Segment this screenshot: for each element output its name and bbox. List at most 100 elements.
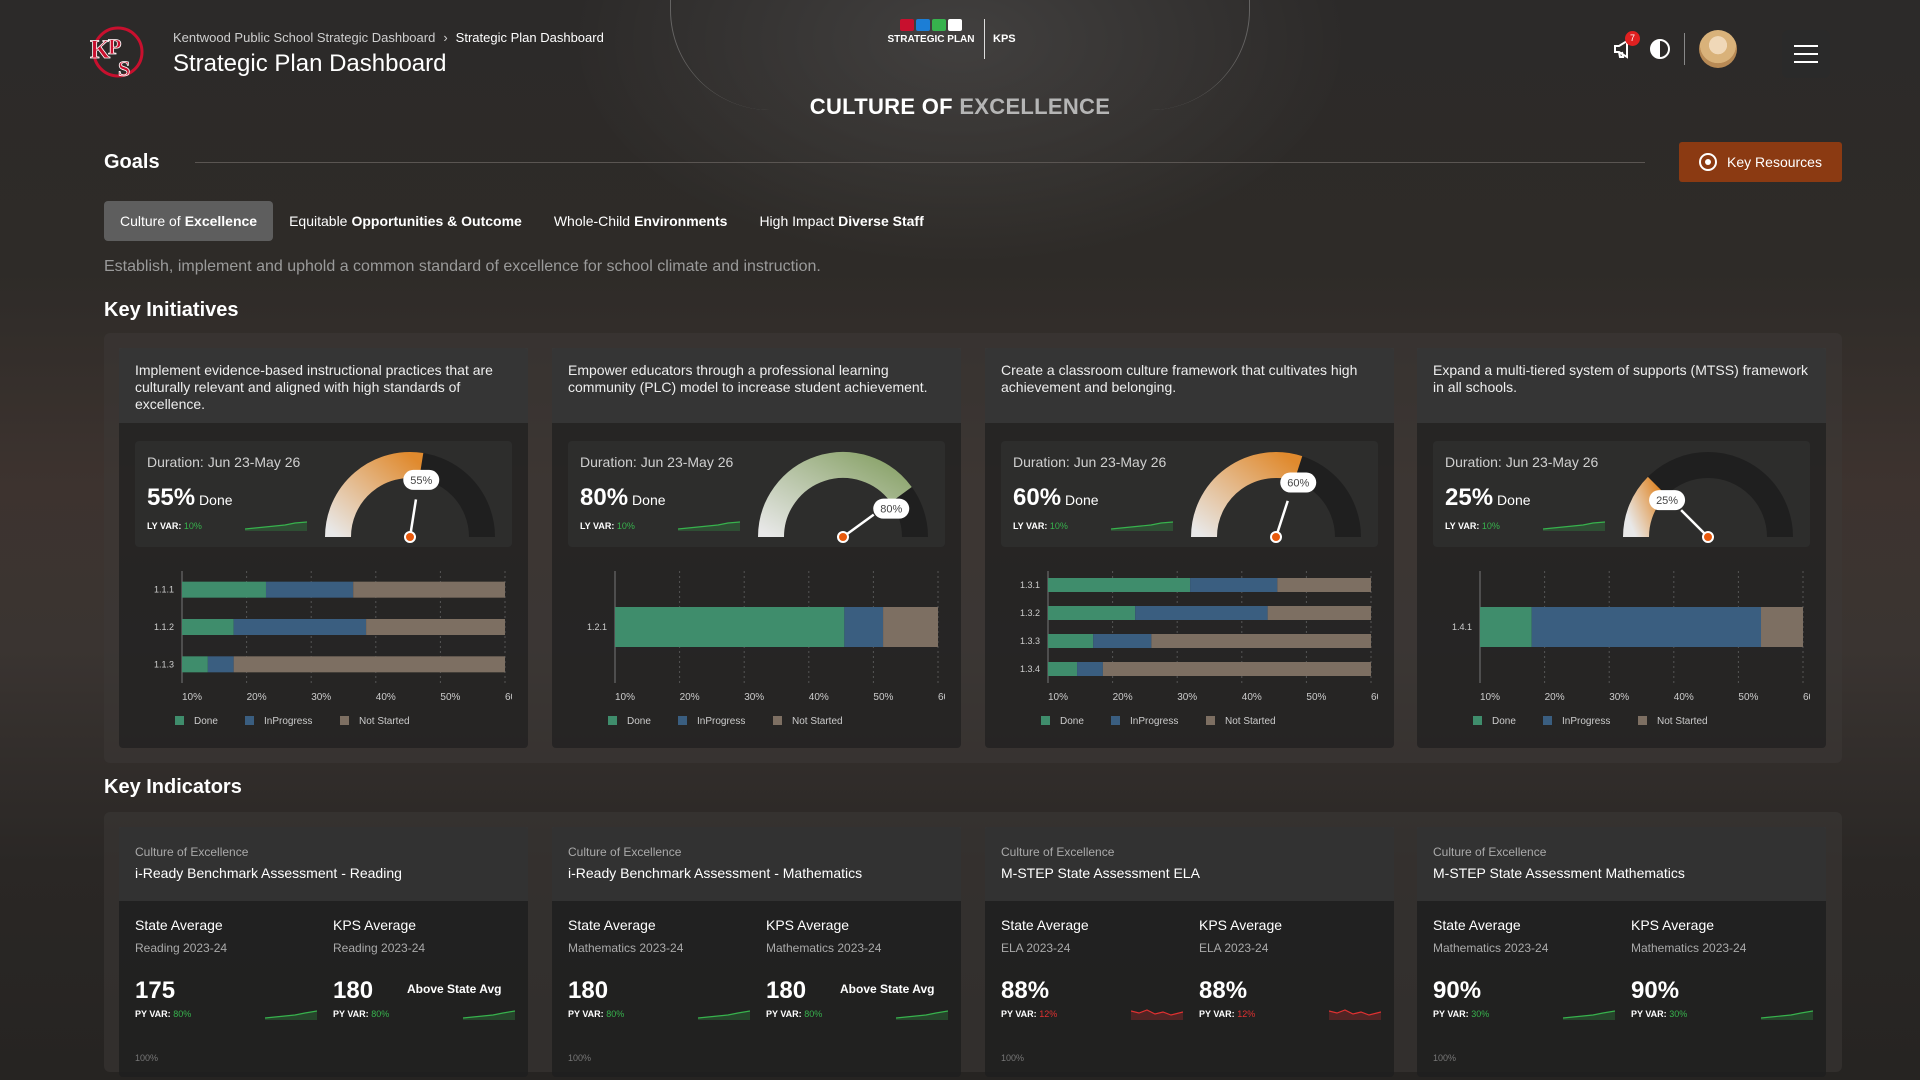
initiative-bar-chart: 10% 20% 30% 40% 50% 60% 1.3.1 1.3.2 1.3.3 1.3.4 Do… xyxy=(1020,571,1378,727)
py-label: PY VAR: xyxy=(1631,1009,1667,1019)
done-label: Done xyxy=(1065,492,1099,508)
ly-value: 10% xyxy=(1481,521,1500,531)
sparkline xyxy=(265,1010,317,1020)
indicator-header: Culture of Excellence i-Ready Benchmark A… xyxy=(119,827,528,901)
bar-segment-done[interactable] xyxy=(615,607,845,647)
tab-label-bold: Opportunities & Outcome xyxy=(351,213,522,229)
sparkline-line xyxy=(896,1010,948,1019)
x-tick-label: 50% xyxy=(873,692,893,703)
ly-value: 10% xyxy=(1049,521,1068,531)
bar-segment-done[interactable] xyxy=(182,581,266,598)
gauge-label-bubble xyxy=(873,498,910,519)
bar-segment-not[interactable] xyxy=(366,619,505,635)
legend-label: Done xyxy=(1060,716,1084,727)
bar-segment-done[interactable] xyxy=(1480,607,1532,647)
gauge-label: 60% xyxy=(1287,478,1309,490)
bar-segment-not[interactable] xyxy=(1102,662,1371,676)
header-divider xyxy=(1684,33,1685,65)
bar-segment-done[interactable] xyxy=(1048,634,1094,648)
py-variance: PY VAR: 30% xyxy=(1433,1009,1623,1019)
x-tick-label: 40% xyxy=(376,692,396,703)
average-label: KPS Average xyxy=(1199,917,1283,933)
menu-line-icon xyxy=(1794,45,1818,47)
sparkline xyxy=(698,1010,750,1020)
gauge-label: 55% xyxy=(410,475,432,487)
x-tick-label: 60% xyxy=(505,692,512,703)
percent-done: 55% Done xyxy=(147,484,233,512)
average-value: 180 xyxy=(333,977,374,1004)
initiative-description: Expand a multi-tiered system of supports… xyxy=(1417,348,1826,423)
bar-segment-done[interactable] xyxy=(182,619,234,635)
y-category-label: 1.3.3 xyxy=(1020,636,1040,646)
bar-segment-not[interactable] xyxy=(233,656,505,673)
legend-swatch xyxy=(1543,716,1552,725)
bar-segment-prog[interactable] xyxy=(1190,578,1278,592)
ly-value: 10% xyxy=(616,521,635,531)
state-average-block: State Average Mathematics 2023-24 90% PY VA… xyxy=(1433,917,1623,1019)
sparkline-line xyxy=(1761,1010,1813,1019)
key-resources-label: Key Resources xyxy=(1727,154,1822,170)
bar-segment-done[interactable] xyxy=(1048,578,1191,592)
tab-label: High Impact xyxy=(759,213,835,229)
key-indicators-heading: Key Indicators xyxy=(104,776,242,798)
bar-segment-not[interactable] xyxy=(353,581,505,598)
x-tick-label: 60% xyxy=(938,692,945,703)
bar-segment-prog[interactable] xyxy=(1531,607,1762,647)
y-category-label: 1.3.1 xyxy=(1020,580,1040,590)
bar-segment-prog[interactable] xyxy=(265,581,354,598)
indicator-category: Culture of Excellence xyxy=(135,845,249,859)
axis-top-label: 100% xyxy=(135,1053,159,1063)
sparkline xyxy=(678,521,740,531)
py-variance: PY VAR: 80% xyxy=(568,1009,758,1019)
indicator-card: Culture of Excellence M-STEP State Assess… xyxy=(985,827,1394,1077)
py-label: PY VAR: xyxy=(1433,1009,1469,1019)
indicator-header: Culture of Excellence i-Ready Benchmark A… xyxy=(552,827,961,901)
legend-swatch xyxy=(608,716,617,725)
key-resources-button[interactable]: Key Resources xyxy=(1679,142,1842,182)
ly-label: LY VAR: xyxy=(147,521,182,531)
bar-segment-not[interactable] xyxy=(1151,634,1371,648)
bar-segment-not[interactable] xyxy=(1267,606,1371,620)
x-tick-label: 10% xyxy=(1480,692,1500,703)
tab-whole-child[interactable]: Whole-Child Environments xyxy=(538,201,744,241)
y-category-label: 1.1.3 xyxy=(154,659,174,669)
bar-segment-not[interactable] xyxy=(883,607,938,647)
theme-toggle-icon[interactable] xyxy=(1650,39,1670,59)
key-initiatives-heading: Key Initiatives xyxy=(104,299,239,321)
notification-button[interactable]: 7 xyxy=(1612,31,1640,61)
breadcrumb-root[interactable]: Kentwood Public School Strategic Dashboa… xyxy=(173,30,436,45)
py-variance: PY VAR: 80% xyxy=(766,1009,956,1019)
svg-text:P: P xyxy=(108,34,121,59)
percent-value: 55% xyxy=(147,484,196,511)
bar-segment-prog[interactable] xyxy=(207,656,234,673)
py-variance: PY VAR: 30% xyxy=(1631,1009,1821,1019)
user-avatar[interactable] xyxy=(1699,30,1737,68)
tab-culture-of-excellence[interactable]: Culture of Excellence xyxy=(104,201,274,241)
bar-segment-done[interactable] xyxy=(182,656,208,673)
bar-segment-prog[interactable] xyxy=(233,619,367,635)
bar-segment-done[interactable] xyxy=(1048,662,1078,676)
average-label: KPS Average xyxy=(1631,917,1715,933)
x-tick-label: 60% xyxy=(1803,692,1810,703)
bar-segment-done[interactable] xyxy=(1048,606,1136,620)
bar-segment-prog[interactable] xyxy=(1093,634,1152,648)
sparkline xyxy=(896,1010,948,1020)
bar-segment-prog[interactable] xyxy=(844,607,884,647)
state-average-block: State Average ELA 2023-24 88% PY VAR: 12% xyxy=(1001,917,1191,1019)
kps-logo[interactable]: K P S xyxy=(88,24,144,82)
bar-segment-not[interactable] xyxy=(1277,578,1371,592)
initiative-card: Empower educators through a professional… xyxy=(552,348,961,748)
tab-high-impact[interactable]: High Impact Diverse Staff xyxy=(743,201,939,241)
initiative-card: Create a classroom culture framework tha… xyxy=(985,348,1394,748)
bar-segment-prog[interactable] xyxy=(1135,606,1268,620)
tab-label: Whole-Child xyxy=(553,213,631,229)
hamburger-menu-button[interactable] xyxy=(1782,30,1830,78)
average-value: 180 xyxy=(766,977,807,1004)
bar-segment-prog[interactable] xyxy=(1077,662,1103,676)
py-variance: PY VAR: 80% xyxy=(333,1009,523,1019)
tab-equitable-opportunities[interactable]: Equitable Opportunities & Outcome xyxy=(273,201,538,241)
indicator-card: Culture of Excellence i-Ready Benchmark A… xyxy=(552,827,961,1077)
y-category-label: 1.1.2 xyxy=(154,622,174,632)
average-label: State Average xyxy=(1001,917,1089,933)
bar-segment-not[interactable] xyxy=(1761,607,1803,647)
